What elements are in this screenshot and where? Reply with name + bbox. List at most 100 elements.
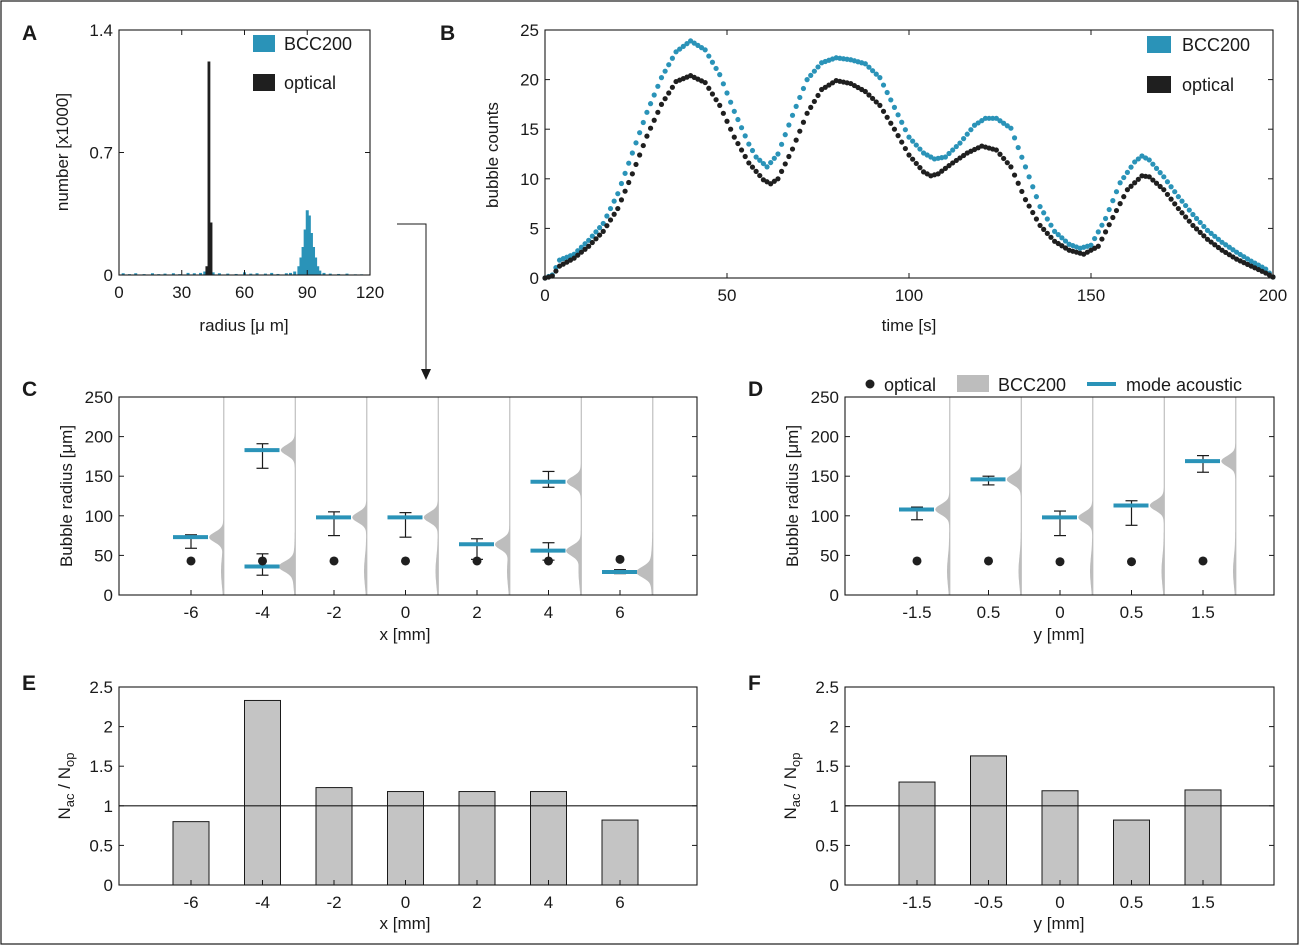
bcc200-bar (322, 272, 326, 275)
chart-e-bars (119, 699, 697, 886)
bcc200-point (647, 101, 654, 107)
chart-e-yticks: 0 0.5 1 1.5 2 2.5 (89, 678, 697, 895)
optical-point (753, 168, 759, 174)
chart-d-legend-label-optical: optical (884, 375, 936, 395)
optical-point (1099, 236, 1105, 242)
bcc200-point (808, 72, 814, 78)
chart-d-ytick-label: 150 (811, 467, 839, 486)
chart-d-optical-point (984, 556, 993, 566)
bcc200-point (789, 112, 796, 118)
chart-e-bar (172, 821, 210, 886)
chart-f-yticks: 0 0.5 1 1.5 2 2.5 (815, 678, 1274, 895)
bcc200-point (738, 125, 745, 131)
optical-point (775, 176, 781, 182)
bcc200-point (1059, 235, 1065, 241)
optical-point (1037, 222, 1043, 229)
chart-d-xtick-label: 0.5 (977, 603, 1001, 622)
chart-d-bcc200-distribution (1149, 397, 1165, 595)
bcc200-point (880, 82, 887, 88)
bcc200-point (604, 213, 610, 219)
chart-e-xtick-label: 4 (544, 893, 553, 912)
optical-point (913, 160, 919, 167)
chart-a-ytick-label: 0.7 (89, 144, 113, 163)
chart-d-optical-point (1198, 556, 1208, 566)
chart-a-xticks: 0 30 60 90 120 (114, 30, 384, 302)
optical-point (593, 236, 599, 242)
bcc200-point (713, 65, 719, 72)
optical-point (1161, 187, 1167, 193)
bcc200-point (866, 64, 872, 70)
optical-bar (209, 222, 213, 275)
optical-point (1150, 177, 1156, 183)
bcc200-point (1041, 210, 1047, 216)
chart-e-xtick-label: -6 (183, 893, 198, 912)
optical-point (957, 155, 963, 161)
bcc200-point (1055, 232, 1061, 238)
chart-a-legend-swatch-optical (253, 74, 275, 91)
bcc200-bar (345, 273, 349, 275)
chart-c-frame (118, 396, 698, 596)
bcc200-point (873, 71, 879, 77)
optical-point (1146, 174, 1152, 180)
bcc200-point (731, 108, 737, 114)
bcc200-bar (309, 233, 313, 275)
bcc200-bar (134, 273, 138, 275)
chart-a-xlabel: radius [μ m] (199, 316, 288, 335)
chart-a-ylabel: number [x1000] (53, 93, 72, 211)
optical-point (993, 147, 999, 153)
optical-point (582, 246, 588, 252)
chart-e-xlabel: x [mm] (380, 914, 431, 933)
chart-b-xtick-label: 150 (1077, 286, 1105, 305)
optical-point (669, 84, 676, 90)
chart-b-xtick-label: 0 (540, 286, 549, 305)
bcc200-bar (226, 273, 230, 275)
chart-a-ytick-label: 0 (104, 266, 113, 285)
chart-c-bcc200-distribution (352, 397, 367, 595)
chart-b: 0 50 100 150 200 0 5 10 15 20 25 time [s] bubble … (483, 21, 1287, 335)
bcc200-point (611, 198, 617, 204)
panel-label-a: A (22, 22, 37, 45)
bcc200-point (884, 89, 890, 96)
chart-e-xtick-label: 2 (472, 893, 481, 912)
chart-c-optical-point (258, 556, 267, 566)
bcc200-point (1019, 154, 1025, 160)
bcc200-bar (163, 273, 167, 275)
bcc200-bar (316, 266, 320, 275)
chart-d-legend-label-mode-acoustic: mode acoustic (1126, 375, 1242, 395)
optical-point (1121, 194, 1127, 200)
optical-point (789, 146, 796, 152)
optical-point (666, 90, 672, 96)
optical-point (749, 164, 756, 170)
optical-point (1026, 203, 1032, 209)
chart-b-ytick-label: 10 (520, 170, 539, 189)
bcc200-bar (255, 273, 259, 275)
chart-f-bar (1113, 819, 1150, 886)
optical-point (1113, 207, 1120, 214)
optical-point (720, 110, 726, 116)
optical-point (1011, 172, 1018, 178)
bcc200-point (1033, 194, 1039, 200)
bcc200-point (899, 119, 905, 125)
chart-a-xtick-label: 30 (172, 283, 191, 302)
bcc200-point (597, 225, 603, 231)
optical-point (618, 197, 625, 203)
optical-point (1183, 214, 1189, 220)
chart-d-xtick-label: 0.5 (1120, 603, 1144, 622)
bcc200-point (1157, 170, 1163, 176)
chart-d-xtick-label: 1.5 (1191, 603, 1215, 622)
bcc200-point (786, 122, 792, 128)
optical-point (906, 152, 912, 158)
optical-point (768, 181, 774, 187)
bcc200-point (990, 115, 996, 121)
bcc200-point (658, 75, 665, 81)
chart-e-ytick-label: 2 (104, 718, 113, 737)
optical-point (1117, 201, 1123, 207)
chart-d-ytick-label: 50 (820, 546, 839, 565)
chart-b-xtick-label: 200 (1259, 286, 1287, 305)
bcc200-point (997, 118, 1003, 124)
bcc200-point (917, 146, 923, 152)
bcc200-bar (217, 273, 221, 275)
optical-point (1004, 160, 1010, 166)
